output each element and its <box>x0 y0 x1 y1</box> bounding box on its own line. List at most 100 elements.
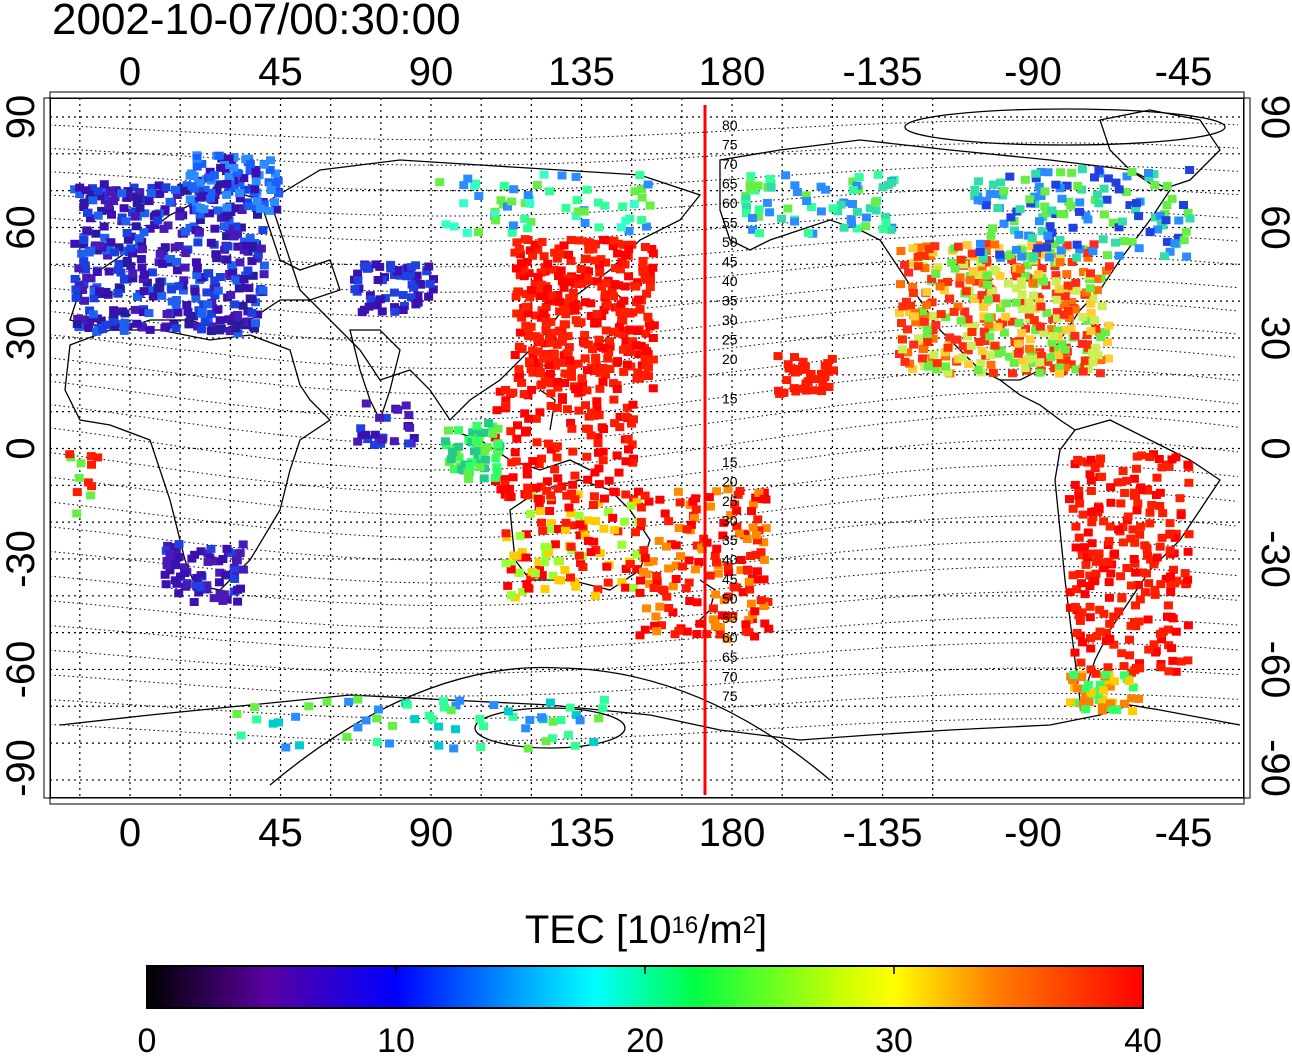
tec-cell <box>545 698 555 707</box>
tec-cell <box>950 264 960 273</box>
tec-cell <box>586 312 596 320</box>
tec-cell <box>617 540 627 549</box>
tec-cell <box>203 557 213 566</box>
tec-cell <box>736 566 746 575</box>
tec-cell <box>428 285 438 294</box>
tec-cell <box>827 354 837 363</box>
tec-cell <box>238 540 248 549</box>
tec-cell <box>967 328 977 336</box>
tec-cell <box>526 217 536 226</box>
tec-cell <box>117 189 127 198</box>
tec-cell <box>553 474 563 483</box>
tec-cell <box>522 426 531 435</box>
tec-cell <box>530 240 540 249</box>
tec-cell <box>1165 247 1175 256</box>
tec-cell <box>65 450 75 459</box>
tec-cell <box>1032 354 1042 363</box>
tec-cell <box>508 712 518 721</box>
tec-cell <box>609 487 619 496</box>
tec-cell <box>1171 529 1181 538</box>
tec-cell <box>721 611 731 620</box>
tec-cell <box>741 209 751 217</box>
tec-cell <box>1128 707 1138 716</box>
tec-cell <box>422 267 432 276</box>
tec-cell <box>424 262 434 271</box>
tec-cell <box>80 261 90 270</box>
tec-cell <box>553 557 563 566</box>
tec-cell <box>1078 367 1088 376</box>
tec-cell <box>1132 464 1141 473</box>
tec-cell <box>1095 459 1105 468</box>
tec-cell <box>70 185 80 194</box>
tec-cell <box>985 332 995 341</box>
tec-cell <box>213 305 223 314</box>
tec-cell <box>1025 305 1035 314</box>
tec-cell <box>342 732 352 741</box>
tec-cell <box>1027 234 1037 242</box>
tec-cell <box>540 291 550 300</box>
tec-cell <box>641 222 651 231</box>
tec-cell <box>206 544 216 553</box>
tec-cell <box>1103 663 1113 672</box>
tec-cell <box>601 370 610 379</box>
tec-cell <box>996 348 1006 357</box>
tec-cell <box>1051 277 1061 286</box>
tec-cell <box>1036 167 1046 176</box>
tec-cell <box>995 271 1005 280</box>
tec-cell <box>535 507 545 515</box>
tec-cell <box>541 326 551 334</box>
tec-cell <box>453 426 463 435</box>
tec-cell <box>576 265 586 273</box>
tec-cell <box>222 544 232 553</box>
tec-cell <box>1072 585 1082 594</box>
tec-cell <box>1160 209 1170 218</box>
tec-cell <box>798 357 808 366</box>
tec-cell <box>259 270 269 279</box>
tec-cell <box>1081 688 1091 697</box>
tec-cell <box>743 566 753 575</box>
tec-cell <box>434 741 444 750</box>
tec-cell <box>145 224 155 233</box>
tec-cell <box>847 219 856 228</box>
tec-cell <box>235 258 245 267</box>
tec-cell <box>506 565 516 574</box>
tec-cell <box>82 226 92 235</box>
tec-cell <box>514 365 524 374</box>
tec-cell <box>390 303 400 312</box>
tec-cell <box>266 156 275 165</box>
tec-cell <box>642 604 651 613</box>
tec-cell <box>671 575 681 583</box>
tec-cell <box>242 241 252 250</box>
tec-cell <box>809 386 819 395</box>
tec-cell <box>527 385 537 394</box>
tec-cell <box>72 488 82 497</box>
tec-cell <box>657 585 667 594</box>
tec-cell <box>536 482 546 491</box>
tec-cell <box>533 347 543 356</box>
tec-cell <box>726 511 736 520</box>
tec-cell <box>227 261 237 270</box>
tec-cell <box>266 186 276 194</box>
mlat-label-north: 80 <box>722 117 738 133</box>
tec-cell <box>203 300 213 309</box>
tec-cell <box>131 222 141 231</box>
tec-cell <box>171 300 181 309</box>
tec-cell <box>1006 213 1016 222</box>
tec-cell <box>1125 635 1134 644</box>
mlat-label-south: 25 <box>722 493 738 509</box>
tec-cell <box>207 309 217 318</box>
tec-cell <box>119 204 129 213</box>
mlat-contour <box>50 540 1239 584</box>
tec-cell <box>510 448 520 457</box>
tec-cell <box>999 219 1009 228</box>
tec-cell <box>493 440 503 449</box>
tec-cell <box>895 308 904 317</box>
tec-cell <box>556 716 566 724</box>
tec-cell <box>372 714 382 723</box>
tec-cell <box>961 287 971 296</box>
mlat-label-north: 75 <box>722 137 738 153</box>
tec-cell <box>917 354 927 363</box>
tec-cell <box>986 231 996 240</box>
tec-cell <box>652 571 662 580</box>
tec-cell <box>1102 266 1111 275</box>
